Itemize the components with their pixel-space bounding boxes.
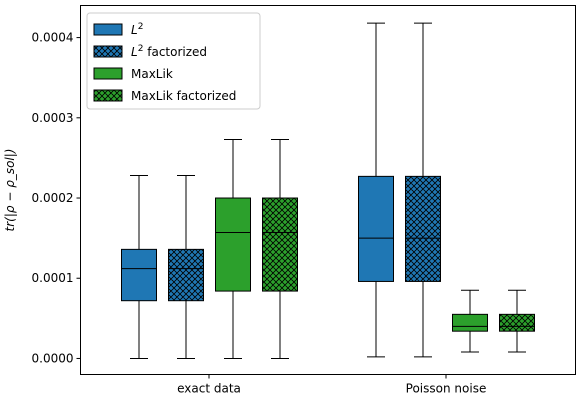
plot-frame (80, 5, 576, 375)
y-axis-label: tr(|ρ − ρ_sol|) (3, 149, 17, 232)
legend-swatch (93, 67, 123, 80)
y-tick-label: 0.0001 (32, 271, 74, 285)
box-maxlik-poisson-noise (452, 289, 488, 353)
box-maxlik-factorized-poisson-noise (499, 289, 535, 353)
legend-label: L2 (131, 22, 143, 37)
legend-label: MaxLik (131, 67, 173, 81)
box-l--exact-data (121, 175, 157, 359)
box-body (499, 313, 535, 332)
legend-entry: L2 (93, 22, 143, 37)
box-body (168, 248, 204, 302)
box-body (215, 197, 251, 292)
box-l-factorized-poisson-noise (405, 22, 441, 358)
x-tick-label: exact data (177, 382, 241, 396)
box-body (262, 197, 298, 292)
boxes-layer (121, 22, 535, 359)
box-body (358, 175, 394, 282)
legend: L2 L2 factorized MaxLik MaxLik factorized (86, 12, 261, 110)
y-axis: 0.0000 0.0001 0.0002 0.0003 0.0004 (32, 31, 81, 365)
y-tick-label: 0.0002 (32, 191, 74, 205)
y-tick-label: 0.0000 (32, 351, 74, 365)
legend-label: L2 factorized (131, 44, 207, 59)
y-tick-label: 0.0003 (32, 111, 74, 125)
legend-entry: MaxLik (93, 67, 173, 81)
box-maxlik-factorized-exact-data (262, 138, 298, 359)
x-tick-label: Poisson noise (406, 382, 487, 396)
legend-frame (86, 12, 261, 110)
box-body (121, 248, 157, 302)
legend-entry: L2 factorized (93, 44, 207, 59)
legend-swatch (93, 23, 123, 36)
box-body (452, 313, 488, 332)
y-tick-label: 0.0004 (32, 31, 74, 45)
x-axis: exact data Poisson noise (177, 374, 487, 396)
legend-swatch (93, 89, 123, 102)
box-l--poisson-noise (358, 22, 394, 358)
box-body (405, 175, 441, 282)
legend-swatch (93, 45, 123, 58)
box-maxlik-exact-data (215, 138, 251, 359)
legend-entry: MaxLik factorized (93, 89, 236, 103)
box-l-factorized-exact-data (168, 175, 204, 359)
legend-label: MaxLik factorized (131, 89, 236, 103)
